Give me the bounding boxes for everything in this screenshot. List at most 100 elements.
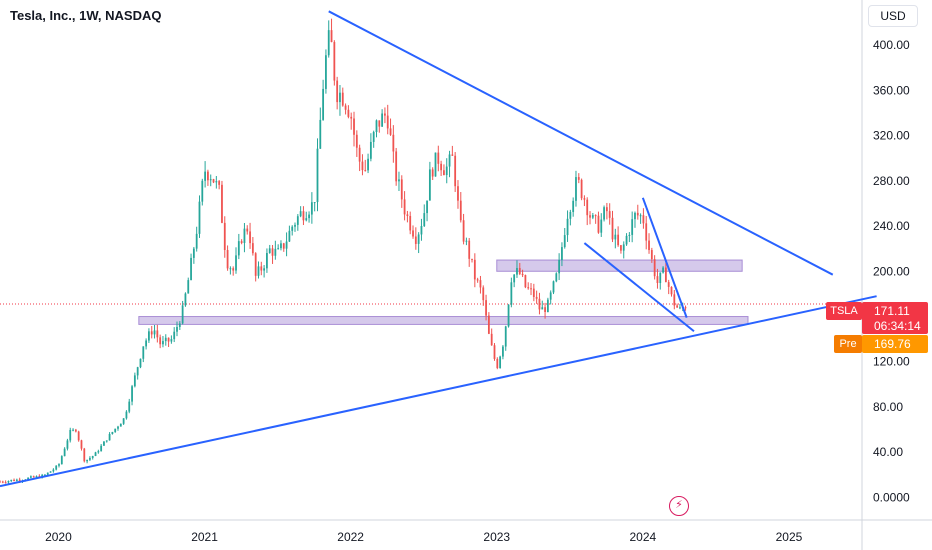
candle-body-49 [136,367,139,376]
candle-body-158 [443,170,445,176]
candle-body-146 [409,215,412,231]
candle-body-60 [167,337,170,342]
candle-body-203 [569,212,572,219]
candle-body-87 [243,228,246,243]
candle-body-2 [4,482,7,484]
candle-body-224 [628,234,631,236]
candle-body-67 [187,280,190,294]
candle-body-189 [530,288,532,290]
candle-body-1 [1,481,4,483]
candle-body-221 [620,245,622,251]
candle-body-196 [549,292,552,300]
candle-body-29 [80,440,83,449]
candle-body-130 [364,170,367,172]
candle-body-23 [63,448,66,457]
y-tick-4: 240.00 [873,219,910,233]
candle-body-200 [561,247,563,260]
candle-body-27 [74,429,77,432]
candle-body-30 [83,448,86,462]
candle-body-81 [226,250,229,269]
candle-body-187 [524,275,527,288]
candle-body-230 [645,223,648,241]
candle-body-170 [476,279,479,281]
candle-body-59 [164,337,167,342]
candle-body-84 [235,255,237,271]
candle-body-94 [263,268,266,271]
zone-0 [496,259,743,272]
x-tick-0: 2020 [45,530,72,544]
candle-body-194 [544,307,546,312]
candle-body-40 [111,431,114,434]
candle-body-85 [237,241,240,256]
candle-body-66 [184,293,187,306]
candle-body-176 [493,345,496,359]
candle-body-5 [13,479,15,482]
candle-body-44 [122,418,125,424]
candle-body-148 [414,236,417,244]
candle-body-127 [355,134,358,148]
candle-body-222 [622,244,625,251]
candle-body-115 [322,88,325,120]
candle-body-126 [353,118,355,135]
currency-selector[interactable]: USD [868,5,918,27]
candle-body-157 [440,163,443,171]
candle-body-108 [302,211,305,221]
candle-body-216 [605,207,608,212]
candle-body-26 [72,429,74,431]
candle-body-111 [310,202,313,215]
candle-body-212 [594,215,597,217]
candle-body-131 [367,158,369,171]
candle-body-207 [580,179,583,199]
candle-body-120 [336,80,339,103]
candle-body-125 [350,116,353,119]
candle-body-168 [471,258,473,260]
candle-body-201 [563,235,566,248]
y-tick-3: 280.00 [873,174,910,188]
candle-body-154 [431,169,434,177]
candle-body-116 [325,55,327,89]
candle-body-173 [485,300,487,316]
candle-body-206 [577,177,580,180]
candle-body-89 [249,231,251,244]
candle-body-137 [384,113,386,116]
lightning-logo-icon[interactable]: ⚡ [669,496,689,516]
candle-body-143 [400,179,403,200]
candle-body-183 [513,274,516,283]
candle-body-231 [648,240,650,251]
candle-body-150 [420,226,423,235]
candle-body-181 [507,304,510,327]
candle-body-142 [398,179,400,182]
candle-body-106 [296,216,299,225]
candle-body-160 [448,154,451,167]
candle-body-11 [30,476,32,478]
candle-body-179 [502,346,504,357]
candle-body-22 [60,456,63,465]
candles [0,18,687,485]
candle-body-32 [89,457,91,460]
candle-body-112 [313,202,316,204]
candle-body-145 [406,214,409,216]
candle-body-184 [516,268,518,275]
candle-body-223 [625,235,628,245]
candle-body-147 [412,230,414,237]
candle-body-180 [504,326,507,347]
candle-body-159 [445,166,448,176]
candle-body-211 [591,215,594,218]
candle-body-55 [153,330,156,335]
candle-body-74 [207,171,209,181]
candle-body-152 [426,200,428,214]
candle-body-72 [201,180,204,202]
candle-body-61 [170,339,173,342]
candle-body-117 [327,30,330,56]
candle-body-83 [232,268,235,271]
candle-body-242 [679,307,681,309]
x-axis: 2020 2021 2022 2023 2024 2025 [45,530,803,544]
candle-body-198 [555,273,558,282]
candle-body-220 [617,234,620,246]
candle-body-123 [344,105,347,110]
candle-body-169 [473,259,476,280]
candle-body-57 [159,337,162,345]
ticker-label: TSLA [826,302,862,320]
candle-body-155 [434,152,437,177]
